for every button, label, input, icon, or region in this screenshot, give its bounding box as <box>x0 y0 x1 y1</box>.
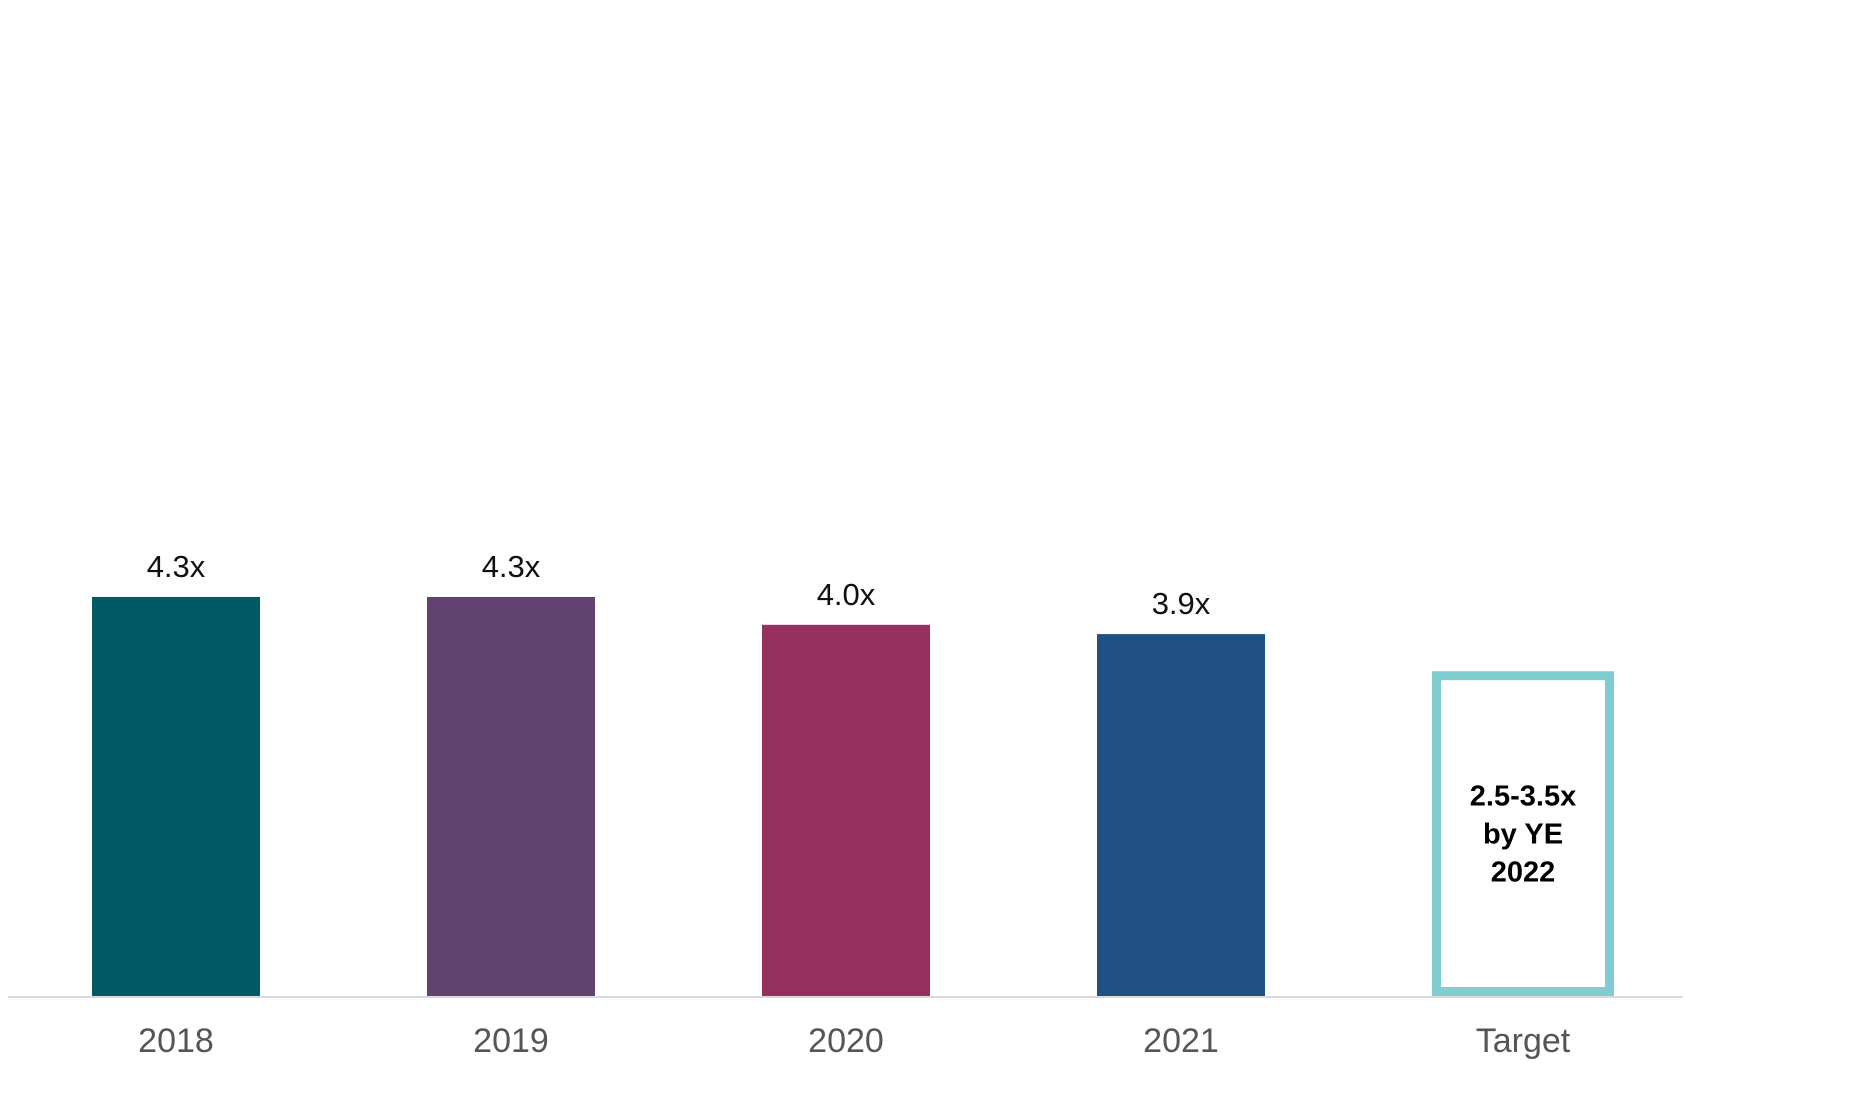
target-label-line-3: 2022 <box>1491 857 1556 889</box>
x-tick-label-2021: 2021 <box>1143 1022 1219 1060</box>
x-tick-label-2018: 2018 <box>138 1022 214 1060</box>
target-label-line-2: by YE <box>1483 819 1563 851</box>
bar-2020 <box>762 624 930 996</box>
x-tick-label-2019: 2019 <box>473 1022 549 1060</box>
target-box <box>1432 671 1614 996</box>
bars-group <box>92 596 1614 996</box>
bar-2018 <box>92 596 260 996</box>
x-tick-label-Target: Target <box>1476 1022 1571 1060</box>
value-label-2019: 4.3x <box>482 549 541 584</box>
bar-2021 <box>1097 634 1265 996</box>
value-label-2021: 3.9x <box>1152 586 1211 621</box>
value-label-2018: 4.3x <box>147 549 206 584</box>
x-tick-label-2020: 2020 <box>808 1022 884 1060</box>
bar-2019 <box>427 596 595 996</box>
labels-group: 4.3x 2018 4.3x 2019 4.0x 2020 3.9x 2021 2.5-3.5x… <box>138 549 1576 1060</box>
target-label-line-1: 2.5-3.5x <box>1470 781 1576 813</box>
value-label-2020: 4.0x <box>817 577 876 612</box>
